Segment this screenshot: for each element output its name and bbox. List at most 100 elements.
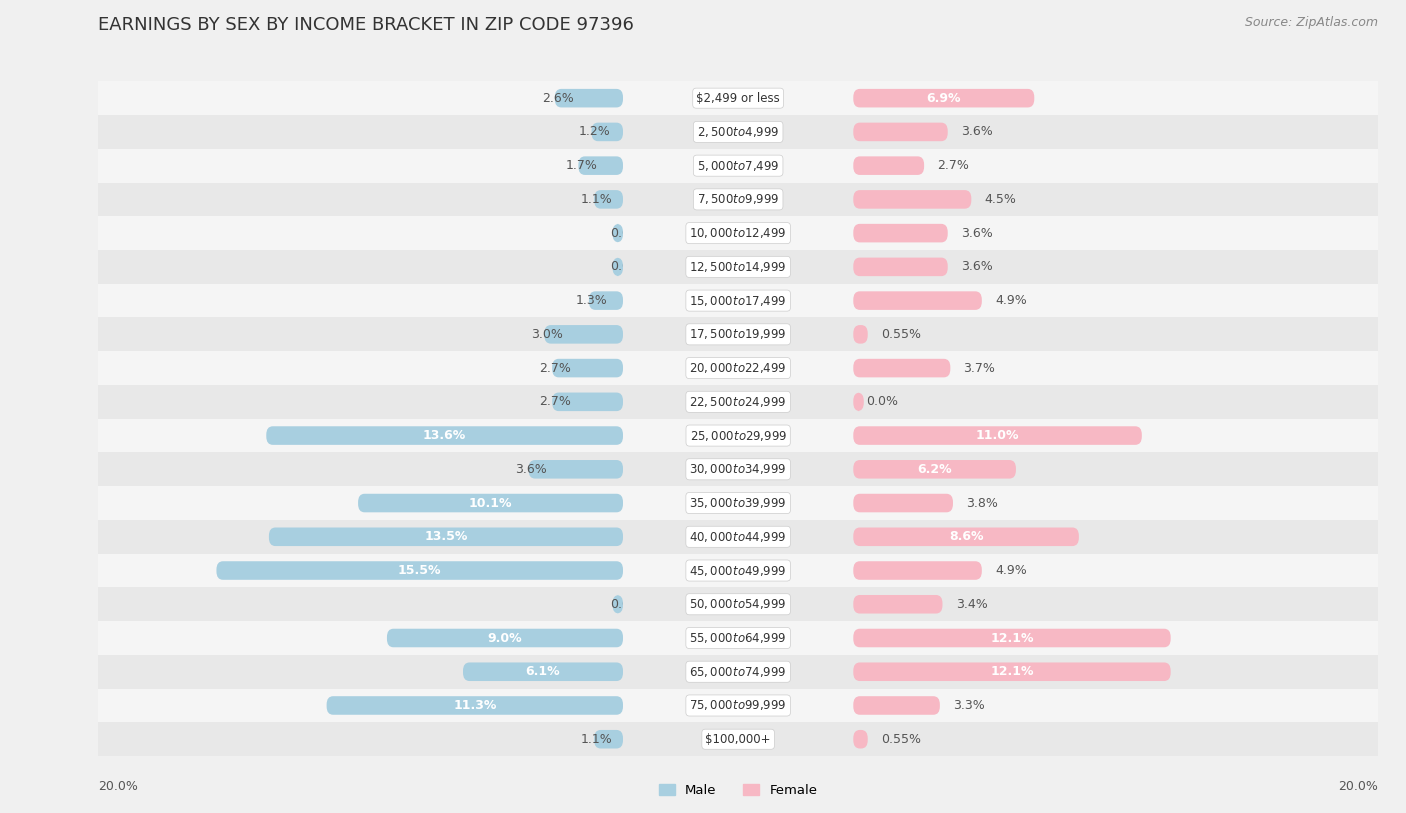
Bar (98, 689, 623, 723)
Bar (623, 419, 853, 452)
Text: $10,000 to $12,499: $10,000 to $12,499 (689, 226, 787, 240)
FancyBboxPatch shape (555, 89, 623, 107)
Bar (853, 351, 1378, 385)
Bar (853, 250, 1378, 284)
Bar (623, 655, 853, 689)
Text: 3.6%: 3.6% (960, 260, 993, 273)
FancyBboxPatch shape (853, 123, 948, 141)
Text: 3.8%: 3.8% (966, 497, 998, 510)
Text: $45,000 to $49,999: $45,000 to $49,999 (689, 563, 787, 577)
FancyBboxPatch shape (592, 123, 623, 141)
Text: 3.6%: 3.6% (960, 227, 993, 240)
Bar (853, 554, 1378, 587)
Bar (853, 723, 1378, 756)
Text: 3.6%: 3.6% (516, 463, 547, 476)
Text: 2.6%: 2.6% (541, 92, 574, 105)
Text: 4.5%: 4.5% (984, 193, 1017, 206)
Bar (98, 587, 623, 621)
Text: $7,500 to $9,999: $7,500 to $9,999 (697, 193, 779, 207)
FancyBboxPatch shape (853, 393, 863, 411)
Text: $75,000 to $99,999: $75,000 to $99,999 (689, 698, 787, 712)
FancyBboxPatch shape (853, 156, 924, 175)
Bar (623, 317, 853, 351)
Bar (98, 621, 623, 655)
Bar (853, 149, 1378, 182)
FancyBboxPatch shape (359, 493, 623, 512)
Text: 1.7%: 1.7% (565, 159, 598, 172)
Text: 20.0%: 20.0% (98, 780, 138, 793)
Text: 3.6%: 3.6% (960, 125, 993, 138)
Bar (623, 723, 853, 756)
Text: 10.1%: 10.1% (468, 497, 512, 510)
Bar (623, 689, 853, 723)
Text: 1.1%: 1.1% (581, 193, 613, 206)
Bar (98, 452, 623, 486)
Bar (853, 655, 1378, 689)
Text: $5,000 to $7,499: $5,000 to $7,499 (697, 159, 779, 172)
Text: $65,000 to $74,999: $65,000 to $74,999 (689, 665, 787, 679)
FancyBboxPatch shape (853, 89, 1035, 107)
Bar (98, 182, 623, 216)
Bar (98, 115, 623, 149)
Bar (98, 486, 623, 520)
FancyBboxPatch shape (463, 663, 623, 681)
Text: EARNINGS BY SEX BY INCOME BRACKET IN ZIP CODE 97396: EARNINGS BY SEX BY INCOME BRACKET IN ZIP… (98, 16, 634, 34)
Text: $22,500 to $24,999: $22,500 to $24,999 (689, 395, 787, 409)
Bar (98, 250, 623, 284)
FancyBboxPatch shape (613, 258, 623, 276)
Text: 2.7%: 2.7% (538, 395, 571, 408)
Text: $20,000 to $22,499: $20,000 to $22,499 (689, 361, 787, 375)
FancyBboxPatch shape (578, 156, 623, 175)
Bar (623, 351, 853, 385)
Bar (853, 452, 1378, 486)
Text: 0.0%: 0.0% (610, 260, 643, 273)
Text: 1.1%: 1.1% (581, 733, 613, 746)
Bar (98, 655, 623, 689)
Bar (623, 587, 853, 621)
Legend: Male, Female: Male, Female (654, 779, 823, 802)
Bar (98, 419, 623, 452)
Text: 3.3%: 3.3% (953, 699, 984, 712)
Text: 6.2%: 6.2% (917, 463, 952, 476)
Bar (623, 486, 853, 520)
FancyBboxPatch shape (853, 190, 972, 209)
Bar (853, 419, 1378, 452)
FancyBboxPatch shape (387, 628, 623, 647)
Text: 15.5%: 15.5% (398, 564, 441, 577)
Text: 12.1%: 12.1% (990, 632, 1033, 645)
Text: 2.7%: 2.7% (538, 362, 571, 375)
FancyBboxPatch shape (266, 426, 623, 445)
FancyBboxPatch shape (853, 595, 942, 614)
FancyBboxPatch shape (269, 528, 623, 546)
Bar (98, 520, 623, 554)
Bar (623, 385, 853, 419)
Bar (623, 81, 853, 115)
Bar (623, 621, 853, 655)
Text: 2.7%: 2.7% (938, 159, 969, 172)
FancyBboxPatch shape (853, 224, 948, 242)
FancyBboxPatch shape (326, 696, 623, 715)
Text: 0.0%: 0.0% (610, 598, 643, 611)
Bar (853, 284, 1378, 317)
Text: $100,000+: $100,000+ (706, 733, 770, 746)
Bar (853, 621, 1378, 655)
Text: 13.6%: 13.6% (423, 429, 467, 442)
Text: 20.0%: 20.0% (1339, 780, 1378, 793)
Text: 0.55%: 0.55% (880, 733, 921, 746)
FancyBboxPatch shape (853, 561, 981, 580)
Bar (853, 385, 1378, 419)
Text: 11.3%: 11.3% (453, 699, 496, 712)
FancyBboxPatch shape (553, 359, 623, 377)
Bar (853, 182, 1378, 216)
Bar (623, 250, 853, 284)
Text: 9.0%: 9.0% (488, 632, 522, 645)
FancyBboxPatch shape (544, 325, 623, 344)
FancyBboxPatch shape (853, 258, 948, 276)
Text: $55,000 to $64,999: $55,000 to $64,999 (689, 631, 787, 645)
FancyBboxPatch shape (853, 291, 981, 310)
Text: $50,000 to $54,999: $50,000 to $54,999 (689, 598, 787, 611)
Bar (853, 81, 1378, 115)
Text: 0.55%: 0.55% (880, 328, 921, 341)
Bar (98, 723, 623, 756)
FancyBboxPatch shape (553, 393, 623, 411)
